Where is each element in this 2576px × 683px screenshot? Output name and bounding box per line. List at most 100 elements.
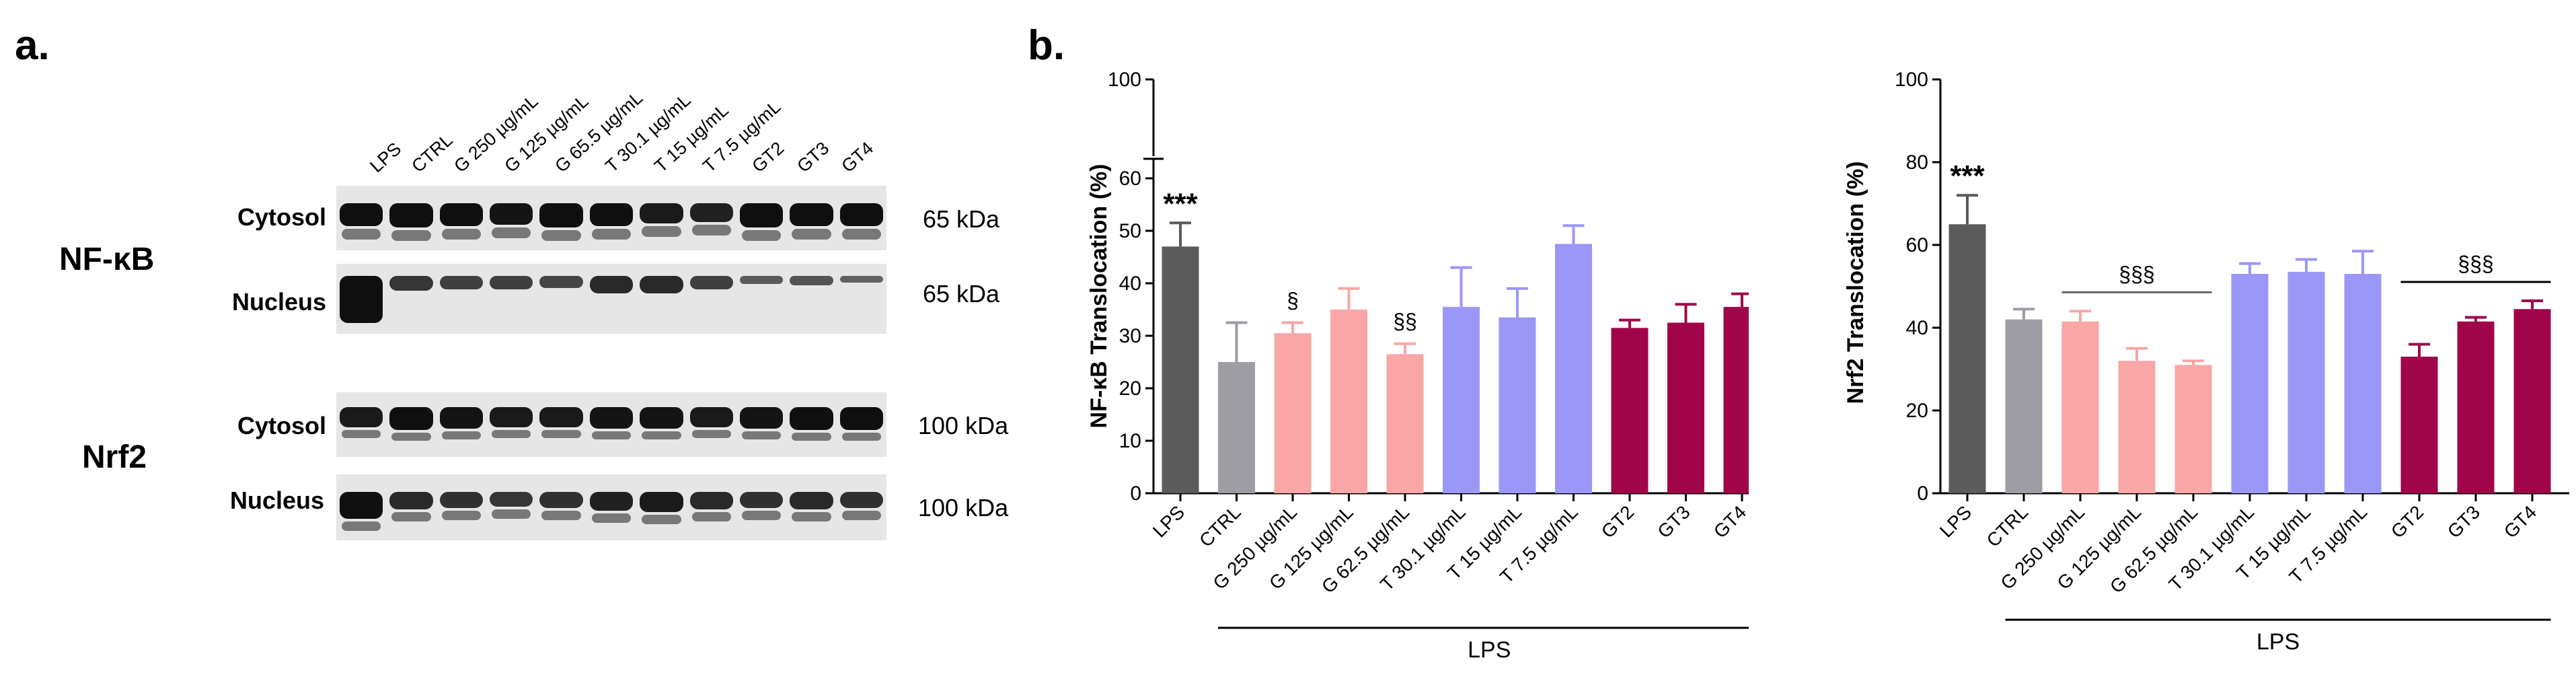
blot-band [340,492,383,519]
blot-band [589,276,634,293]
blot-band [591,513,632,523]
bar [1555,244,1592,493]
panel-a-label: a. [15,22,50,69]
blot-band [839,203,883,226]
y-tick-label: 0 [1917,482,1928,505]
blot-band [689,203,733,222]
nfkb-nucleus-label: Nucleus [231,288,326,316]
bar [2344,274,2382,493]
blot-band [490,492,533,507]
bar [1667,322,1704,493]
blot-band [741,431,782,439]
blot-band [492,227,531,238]
blot-band [739,276,784,284]
bar [1611,328,1649,493]
blot-band [340,276,383,323]
blot-band [541,430,581,438]
blot-band [691,512,731,522]
y-tick-label: 100 [1108,69,1141,91]
blot-nfkb-cytosol [336,186,886,250]
bar [1162,246,1199,493]
blot-band [441,229,482,240]
blot-band [490,407,533,427]
nfkb-translocation-chart: 0 10 20 30 40 50 60 100 NF-κB Translocation (%) L… [1086,69,1749,663]
blot-band [541,511,581,520]
nrf2-cytosol-label: Cytosol [237,412,326,439]
nrf2-group-label: Nrf2 [82,439,147,475]
blot-band [342,229,381,240]
blot-band [640,492,683,512]
blot-band [739,492,784,508]
blot-band [389,276,433,291]
nfkb-cytosol-kda: 65 kDa [923,205,1000,233]
blot-band [642,431,681,439]
blot-band [792,229,831,240]
blot-band [589,407,634,429]
y-axis-label: NF-κB Translocation (%) [1086,164,1112,429]
blot-band [439,276,484,289]
bar [1274,333,1312,493]
y-tick-label: 40 [1119,273,1141,295]
bar [2174,365,2212,493]
blot-band [441,431,482,439]
x-tick-label: GT2 [1597,501,1638,542]
significance-annotation: §§ [1393,310,1417,334]
group-bracket-label: §§§ [2119,262,2154,286]
blot-band [792,512,831,522]
blot-band [389,492,433,509]
blot-band [539,492,583,508]
bar [2457,321,2495,493]
bar [2061,321,2099,493]
nrf2-nucleus-label: Nucleus [229,487,324,514]
blot-band [391,433,431,441]
blot-band [640,276,683,293]
blot-band [391,230,431,241]
x-tick-label: GT4 [1710,501,1749,542]
significance-annotation: *** [1950,159,1985,192]
bar [2231,274,2269,493]
y-tick-label: 60 [1119,168,1141,190]
blot-band [790,203,833,226]
blot-band [342,430,381,438]
blot-band [539,203,583,227]
nfkb-nucleus-kda: 65 kDa [923,280,1000,308]
lane-label: CTRL [408,129,457,177]
lane-label: GT3 [793,137,833,177]
bar [2513,309,2551,493]
blot-band [841,229,881,240]
blot-band [389,407,433,430]
blot-band [342,522,381,531]
x-axis-label: LPS [2257,629,2300,655]
nrf2-cytosol-kda: 100 kDa [918,412,1009,439]
blot-band [841,511,881,520]
blot-band [741,230,782,241]
y-tick-label: 50 [1119,220,1141,242]
blot-band [441,511,482,520]
nfkb-cytosol-label: Cytosol [237,203,326,231]
lane-label: GT2 [748,137,788,177]
blot-band [739,203,784,227]
blot-band [689,407,733,427]
bar [2118,361,2156,493]
blot-band [591,229,632,240]
blot-band [439,492,484,508]
blot-band [839,407,883,430]
blot-band [391,512,431,522]
bar [1443,307,1480,493]
blot-band [640,203,683,223]
blot-band [589,492,634,511]
y-axis-label: Nrf2 Translocation (%) [1843,161,1868,404]
blot-band [539,407,583,427]
blot-band [689,276,733,289]
blot-band [790,407,833,430]
blot-band [792,433,831,441]
y-tick-label: 10 [1119,430,1141,452]
blot-band [439,203,484,226]
x-tick-label: CTRL [1195,501,1245,551]
blot-band [541,230,581,241]
bar [2005,319,2043,493]
y-tick-label: 20 [1906,400,1928,422]
y-tick-label: 30 [1119,325,1141,347]
bar [1386,354,1424,493]
